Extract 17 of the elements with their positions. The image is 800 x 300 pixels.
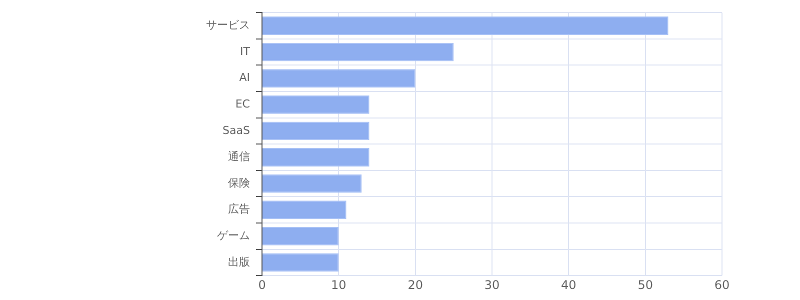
x-tick-label: 10 <box>331 278 346 292</box>
x-tick-label: 40 <box>561 278 576 292</box>
y-tick-label: 広告 <box>228 202 250 216</box>
x-tick-label: 60 <box>714 278 730 292</box>
y-tick-label: IT <box>240 44 250 58</box>
x-tick-label: 0 <box>258 278 266 292</box>
y-tick-label: ゲーム <box>217 229 250 242</box>
x-tick-label: 50 <box>638 278 653 292</box>
y-tick-label: EC <box>235 98 250 111</box>
y-tick-label: AI <box>239 71 250 84</box>
y-tick-label: 保険 <box>228 176 250 190</box>
x-tick-label: 30 <box>484 278 500 292</box>
x-tick-label: 20 <box>408 278 423 292</box>
y-tick-label: サービス <box>206 18 250 32</box>
y-tick-label: 通信 <box>228 150 250 164</box>
y-tick-label: 出版 <box>228 255 250 268</box>
y-tick-label: SaaS <box>222 124 250 137</box>
